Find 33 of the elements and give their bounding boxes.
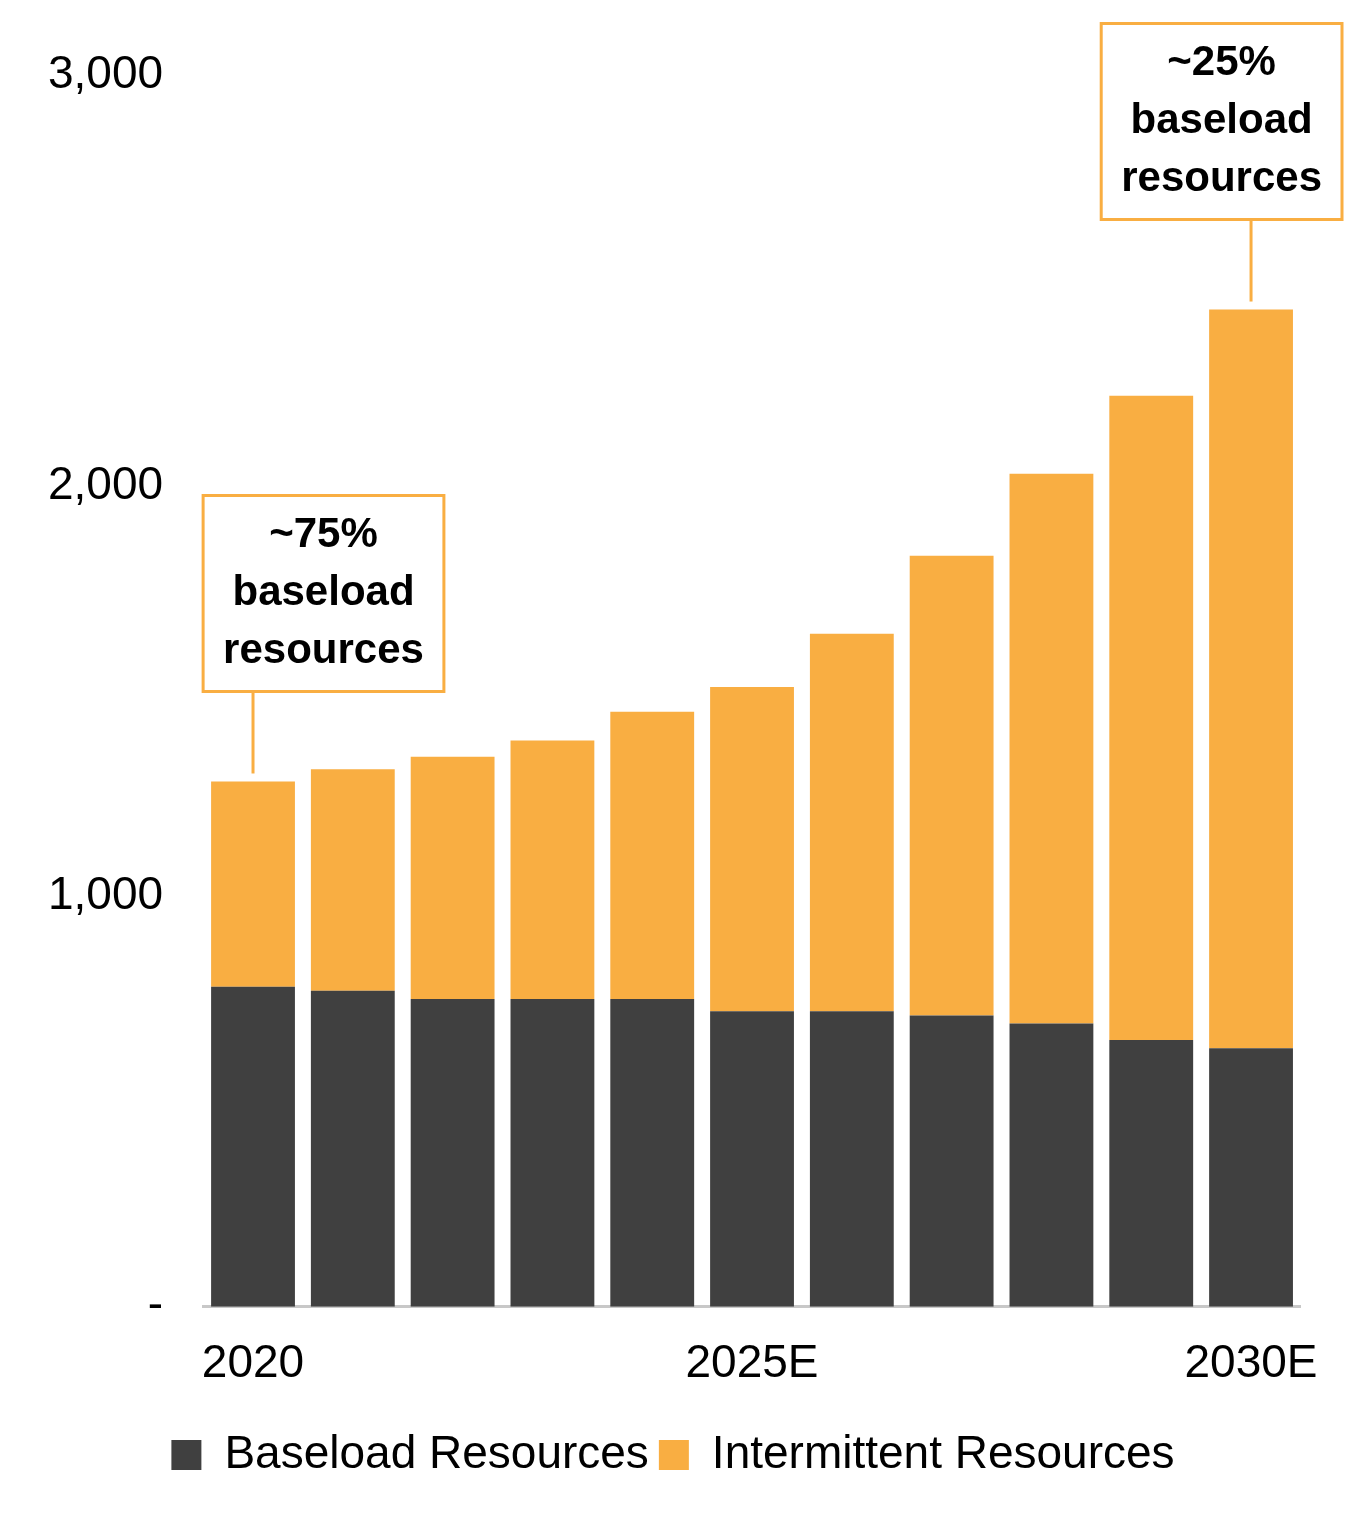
bar [510, 740, 595, 999]
y-tick-label: 2,000 [47, 456, 164, 509]
y-tick-label: 3,000 [47, 46, 164, 99]
bar [610, 711, 695, 999]
annotation: ~25% baseload resources [1121, 37, 1322, 201]
x-tick-label: 2030E [1184, 1335, 1318, 1388]
bar [1009, 1023, 1094, 1307]
legend-label: Intermittent Resources [711, 1425, 1175, 1478]
bar [310, 769, 395, 991]
bar [211, 781, 295, 987]
bar [510, 999, 595, 1307]
bar [710, 1011, 794, 1307]
bar [710, 687, 794, 1012]
bar [909, 555, 994, 1016]
bar [310, 990, 395, 1307]
bar [610, 999, 695, 1307]
bar [211, 986, 295, 1307]
bar [1109, 395, 1194, 1041]
bar [410, 999, 495, 1307]
bar [809, 633, 894, 1012]
bar [410, 756, 495, 999]
bar [1209, 1048, 1293, 1307]
bar [809, 1011, 894, 1307]
annotation: ~75% baseload resources [223, 509, 424, 673]
y-tick-label: - [147, 1277, 164, 1330]
y-tick-label: 1,000 [47, 867, 164, 920]
x-tick-label: 2025E [685, 1335, 819, 1388]
x-tick-label: 2020 [201, 1335, 305, 1388]
bar [1109, 1040, 1194, 1307]
bar [1009, 473, 1094, 1024]
bar [1209, 309, 1293, 1049]
legend-label: Baseload Resources [224, 1425, 649, 1478]
bar [909, 1015, 994, 1307]
